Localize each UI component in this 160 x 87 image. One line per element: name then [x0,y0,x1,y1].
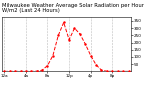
Text: Milwaukee Weather Average Solar Radiation per Hour W/m2 (Last 24 Hours): Milwaukee Weather Average Solar Radiatio… [2,3,144,13]
